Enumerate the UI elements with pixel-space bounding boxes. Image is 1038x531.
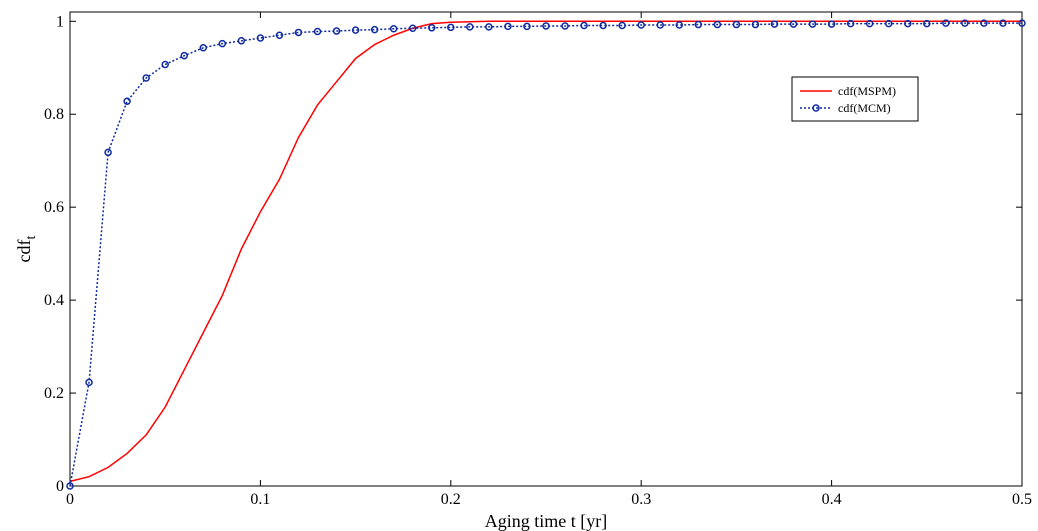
plot-area — [69, 11, 1023, 487]
legend-box — [791, 76, 919, 122]
series-2-point — [846, 19, 855, 28]
series-2-point — [351, 26, 360, 34]
series-2-point — [999, 19, 1007, 27]
y-tick-label: 0.8 — [44, 106, 64, 123]
x-tick-label: 0.2 — [441, 491, 461, 508]
series-2-point — [884, 19, 893, 28]
series-2-point — [256, 34, 265, 42]
legend: cdf(MSPM) cdf(MCM) — [791, 76, 919, 122]
series-2-point — [485, 23, 493, 31]
series-2-point — [694, 20, 703, 29]
x-tick-label: 0.1 — [250, 491, 270, 508]
series-2-point — [104, 148, 112, 157]
x-tick-label: 0 — [66, 491, 74, 508]
series-2-point — [923, 19, 931, 28]
series-2-point — [123, 97, 131, 105]
series-2-point — [713, 20, 722, 29]
legend-marker-2 — [812, 104, 820, 112]
series-2-point — [580, 21, 588, 30]
series-2-point — [180, 51, 188, 60]
series-2-point — [561, 22, 569, 30]
series-2-point — [142, 74, 150, 82]
series-2-point — [389, 24, 398, 33]
series-2-line — [69, 22, 1022, 487]
series-2-point — [85, 378, 93, 387]
series-2-point — [789, 20, 798, 28]
series-2-point — [428, 24, 436, 32]
x-tick-label: 0.5 — [1012, 491, 1032, 508]
series-2-point — [808, 20, 817, 28]
series-2-point — [961, 19, 969, 27]
series-2-point — [904, 19, 912, 28]
series-2-point — [542, 22, 550, 30]
series-2-point — [675, 21, 684, 29]
y-tick-label: 0.2 — [44, 385, 64, 402]
series-2-point — [370, 25, 379, 34]
series-2-point — [275, 31, 284, 39]
series-2-point — [751, 20, 760, 29]
series-2-point — [618, 21, 626, 30]
series-2-point — [980, 19, 988, 27]
series-2-point — [770, 20, 779, 28]
series-2-point — [237, 37, 246, 45]
series-1 — [69, 20, 1022, 483]
series-2-point — [218, 39, 227, 48]
series-2-point — [447, 23, 455, 32]
series-1-line — [69, 20, 1022, 483]
series-2-point — [294, 28, 303, 37]
axis-ticks: 0 0.1 0.2 0.3 0.4 0.5 0 0.2 0.4 0.6 0.8 1 — [44, 12, 1032, 508]
y-axis-label: cdft — [14, 235, 39, 262]
series-2-point — [827, 20, 836, 28]
series-2-point — [656, 21, 664, 29]
y-axis-label-subscript: t — [24, 235, 39, 239]
series-2-point — [408, 24, 417, 33]
series-2-point — [637, 21, 645, 29]
series-2 — [66, 19, 1026, 490]
y-axis-label-main: cdf — [14, 239, 34, 262]
series-2-point — [466, 23, 474, 31]
series-2-point — [599, 21, 607, 30]
y-tick-label: 0.6 — [44, 199, 64, 216]
series-layer — [66, 19, 1026, 490]
series-2-point — [865, 19, 874, 28]
y-tick-label: 1 — [56, 13, 64, 30]
x-tick-label: 0.3 — [631, 491, 651, 508]
series-2-point — [161, 60, 169, 69]
series-2-point — [1018, 19, 1026, 27]
series-2-point — [942, 19, 950, 27]
series-2-point — [66, 482, 74, 490]
series-2-point — [332, 27, 341, 35]
x-tick-label: 0.4 — [822, 491, 842, 508]
y-tick-label: 0 — [56, 478, 64, 495]
legend-label-1: cdf(MSPM) — [838, 84, 896, 98]
series-2-point — [199, 44, 208, 52]
series-2-point — [504, 22, 512, 31]
series-2-point — [313, 27, 322, 36]
x-axis-label: Aging time t [yr] — [485, 511, 607, 531]
legend-label-2: cdf(MCM) — [838, 101, 891, 115]
y-tick-label: 0.4 — [44, 292, 64, 309]
series-2-point — [523, 22, 531, 31]
plot-frame — [69, 11, 1023, 487]
series-2-point — [732, 20, 741, 29]
